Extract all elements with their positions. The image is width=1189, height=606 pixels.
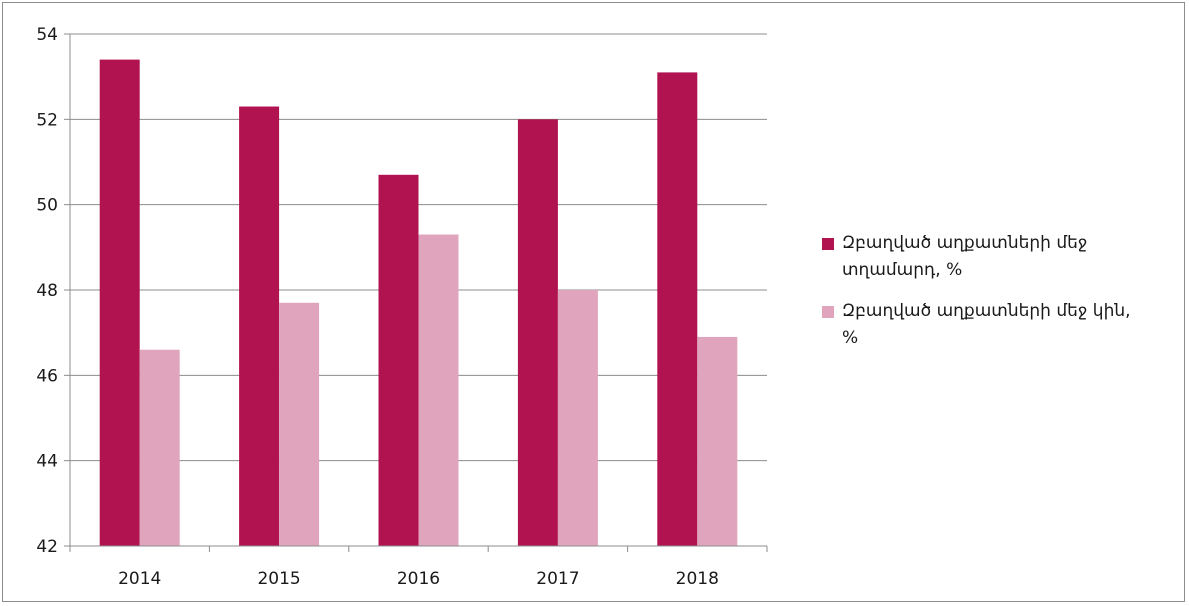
bar-women-2014 (139, 349, 180, 546)
legend-item-men: Զբաղված աղքատների մեջ տղամարդ, % (822, 230, 1162, 284)
y-tick-label: 46 (36, 366, 58, 386)
x-tick-label: 2016 (397, 569, 440, 589)
y-tick-labels: 42 44 46 48 50 52 54 (36, 25, 58, 557)
y-tick-label: 54 (36, 25, 58, 45)
bar-women-2017 (557, 290, 598, 546)
bar-women-2018 (697, 336, 738, 546)
x-tick-label: 2015 (257, 569, 300, 589)
y-tick-label: 52 (36, 110, 58, 130)
legend-item-women: Զբաղված աղքատների մեջ կին, % (822, 298, 1162, 352)
bar-men-2016 (378, 174, 419, 547)
bar-women-2016 (418, 234, 459, 547)
bar-men-2017 (517, 119, 558, 546)
legend-swatch-men (822, 238, 834, 250)
y-tick-label: 50 (36, 196, 58, 216)
x-tick-label: 2017 (536, 569, 579, 589)
y-tick-label: 42 (36, 537, 58, 557)
bar-men-2018 (657, 72, 698, 547)
y-tick-label: 44 (36, 452, 58, 472)
axes (64, 33, 768, 552)
legend-label-men: Զբաղված աղքատների մեջ տղամարդ, % (842, 233, 1088, 280)
bars (99, 59, 738, 547)
legend: Զբաղված աղքատների մեջ տղամարդ, % Զբաղված… (822, 230, 1162, 366)
x-tick-label: 2014 (118, 569, 161, 589)
legend-label-women: Զբաղված աղքատների մեջ կին, % (842, 301, 1131, 348)
bar-women-2015 (279, 302, 320, 546)
bar-men-2014 (99, 59, 140, 546)
gridlines (70, 33, 767, 462)
x-tick-label: 2018 (676, 569, 719, 589)
x-tick-labels: 2014 2015 2016 2017 2018 (118, 569, 719, 589)
y-tick-label: 48 (36, 281, 58, 301)
legend-swatch-women (822, 306, 834, 318)
bar-men-2015 (239, 106, 280, 547)
